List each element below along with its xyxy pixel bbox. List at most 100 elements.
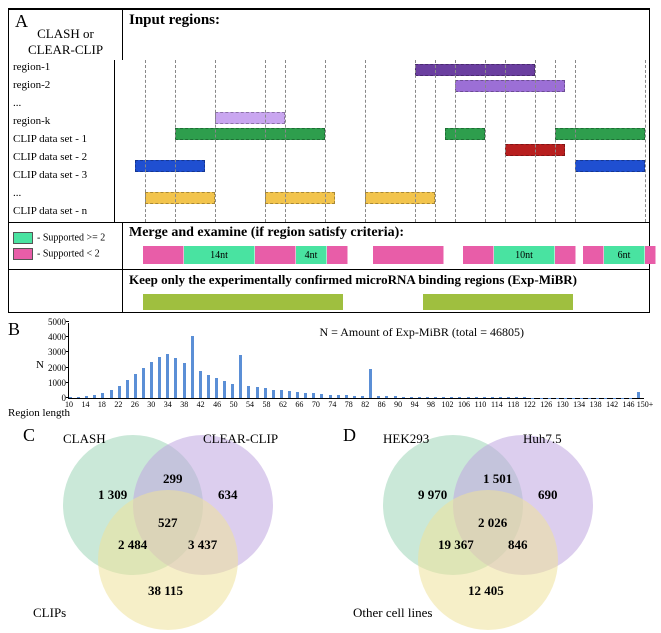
x-tick: 38 <box>180 398 188 409</box>
x-tick: 22 <box>114 398 122 409</box>
x-tick: 30 <box>147 398 155 409</box>
venn-value: 527 <box>158 515 178 531</box>
x-tick: 14 <box>81 398 89 409</box>
x-tick: 34 <box>164 398 172 409</box>
region-bar <box>175 128 325 140</box>
guide-line <box>285 60 286 222</box>
x-tick: 62 <box>279 398 287 409</box>
hist-bar <box>223 381 226 398</box>
x-tick: 54 <box>246 398 254 409</box>
merge-segment: 10nt <box>494 246 555 264</box>
hist-bar <box>320 394 323 398</box>
venn-value: 2 484 <box>118 537 147 553</box>
guide-line <box>325 60 326 222</box>
y-tick: 1000 <box>48 378 69 388</box>
merge-segment: 6nt <box>604 246 645 264</box>
hist-bar <box>93 395 96 398</box>
x-tick: 102 <box>442 398 454 409</box>
track-label: region-2 <box>9 78 114 96</box>
hist-bar <box>215 378 218 398</box>
hist-bar <box>369 369 372 398</box>
keep-bar <box>143 294 343 310</box>
track-label: ... <box>9 186 114 204</box>
venn-value: 2 026 <box>478 515 507 531</box>
venn-value: 634 <box>218 487 238 503</box>
merge-bar <box>373 246 444 264</box>
guide-line <box>265 60 266 222</box>
guide-line <box>175 60 176 222</box>
venn-value: 299 <box>163 471 183 487</box>
guide-line <box>535 60 536 222</box>
guide-line <box>435 60 436 222</box>
x-tick: 18 <box>98 398 106 409</box>
panel-a-label: A <box>15 11 28 32</box>
region-bar <box>445 128 485 140</box>
venn-set-label: Other cell lines <box>353 605 432 621</box>
panel-a-keep-header: Keep only the experimentally confirmed m… <box>123 270 649 290</box>
guide-line <box>645 60 646 222</box>
x-tick: 94 <box>411 398 419 409</box>
panel-a-keep-row: Keep only the experimentally confirmed m… <box>9 269 649 312</box>
hist-bar <box>231 384 234 398</box>
panel-a-right-header: Input regions: <box>123 10 649 60</box>
hist-bar <box>174 358 177 398</box>
track-label: region-k <box>9 114 114 132</box>
track-label: CLIP data set - n <box>9 204 114 222</box>
hist-bar <box>304 393 307 398</box>
panel-b: B N Region length N = Amount of Exp-MiBR… <box>8 319 648 419</box>
region-bar <box>555 128 645 140</box>
x-tick: 118 <box>507 398 519 409</box>
hist-bar <box>385 396 388 398</box>
x-tick: 74 <box>328 398 336 409</box>
panel-d-label: D <box>343 425 356 446</box>
venn-circle <box>418 490 558 630</box>
x-tick: 146 <box>623 398 635 409</box>
hist-bar <box>134 374 137 398</box>
panel-a-merge-header: Merge and examine (if region satisfy cri… <box>123 223 649 243</box>
venn-value: 19 367 <box>438 537 474 553</box>
panel-b-label: B <box>8 319 20 340</box>
hist-bar <box>337 395 340 398</box>
panel-a-track-area <box>115 60 649 222</box>
x-tick: 150+ <box>637 398 654 409</box>
guide-line <box>145 60 146 222</box>
region-bar <box>215 112 285 124</box>
hist-bar <box>110 390 113 398</box>
y-tick: 4000 <box>48 332 69 342</box>
merge-bar: 14nt4nt <box>143 246 348 264</box>
merge-bar: 10nt <box>463 246 576 264</box>
y-tick: 5000 <box>48 317 69 327</box>
track-label: region-1 <box>9 60 114 78</box>
panel-a-keep-area: Keep only the experimentally confirmed m… <box>123 270 649 312</box>
hist-bar <box>166 354 169 398</box>
x-tick: 50 <box>230 398 238 409</box>
hist-bar <box>142 368 145 398</box>
hist-bar <box>150 362 153 398</box>
guide-line <box>505 60 506 222</box>
guide-line <box>485 60 486 222</box>
x-tick: 138 <box>590 398 602 409</box>
x-tick: 126 <box>540 398 552 409</box>
panel-a-merge-area: Merge and examine (if region satisfy cri… <box>123 223 649 269</box>
panel-a-track-labels: region-1region-2...region-kCLIP data set… <box>9 60 115 222</box>
x-tick: 114 <box>491 398 503 409</box>
region-bar <box>455 80 565 92</box>
x-tick: 42 <box>197 398 205 409</box>
venn-set-label: Huh7.5 <box>523 431 562 447</box>
panel-a-legend: - Supported >= 2- Supported < 2 <box>9 223 123 269</box>
keep-bar <box>423 294 573 310</box>
hist-bar <box>207 375 210 398</box>
track-label: ... <box>9 96 114 114</box>
venn-set-label: HEK293 <box>383 431 429 447</box>
venn-value: 846 <box>508 537 528 553</box>
x-tick: 130 <box>557 398 569 409</box>
merge-segment <box>463 246 494 264</box>
legend-item: - Supported >= 2 <box>13 232 118 244</box>
hist-bar <box>256 387 259 398</box>
merge-segment <box>143 246 184 264</box>
track-label: CLIP data set - 2 <box>9 150 114 168</box>
venn-set-label: CLIPs <box>33 605 66 621</box>
x-tick: 10 <box>65 398 73 409</box>
x-tick: 70 <box>312 398 320 409</box>
x-tick: 82 <box>361 398 369 409</box>
